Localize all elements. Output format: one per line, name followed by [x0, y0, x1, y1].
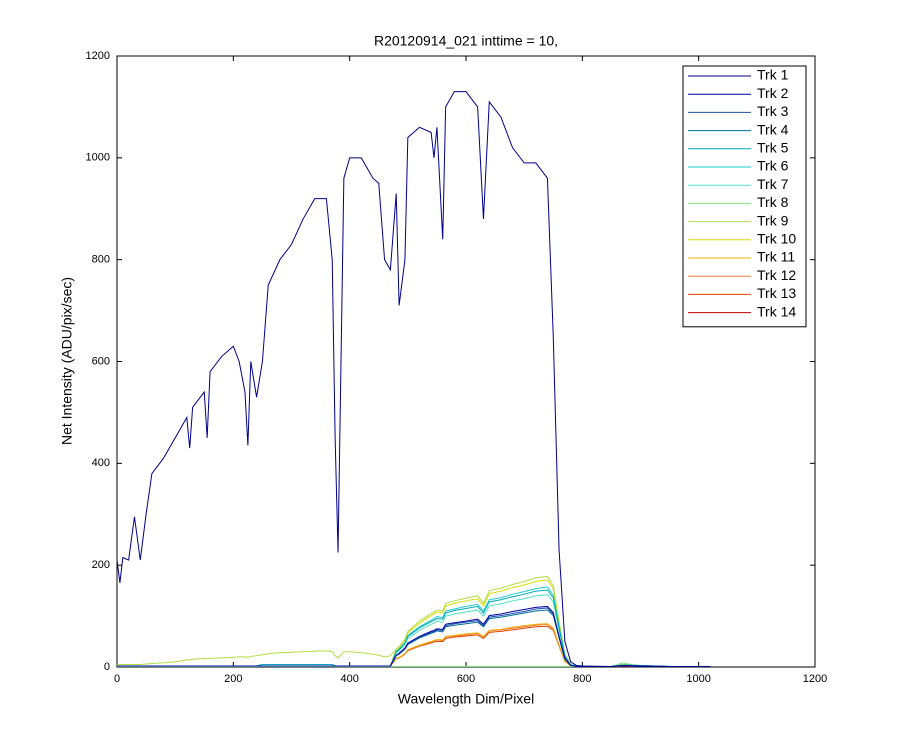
legend-label: Trk 8	[757, 194, 789, 210]
y-tick-label: 800	[92, 254, 110, 266]
legend-label: Trk 3	[757, 103, 789, 119]
series-line	[116, 91, 711, 667]
x-tick-label: 200	[224, 673, 242, 685]
y-tick-label: 200	[92, 559, 110, 571]
legend-label: Trk 10	[757, 231, 796, 247]
y-tick-label: 1200	[86, 50, 110, 62]
legend-label: Trk 13	[757, 285, 796, 301]
x-tick-label: 1200	[803, 673, 827, 685]
x-tick-label: 0	[114, 673, 120, 685]
legend-label: Trk 9	[757, 212, 789, 228]
legend-label: Trk 7	[757, 176, 789, 192]
y-tick-label: 1000	[86, 152, 110, 164]
legend-label: Trk 5	[757, 140, 789, 156]
x-tick-label: 800	[573, 673, 591, 685]
legend-label: Trk 14	[757, 303, 796, 319]
legend-label: Trk 4	[757, 121, 789, 137]
legend-label: Trk 11	[757, 249, 795, 265]
legend-label: Trk 2	[757, 85, 789, 101]
series-line	[117, 662, 711, 667]
y-axis-label: Net Intensity (ADU/pix/sec)	[59, 277, 75, 445]
y-tick-label: 600	[92, 355, 110, 367]
y-tick-label: 0	[104, 661, 110, 673]
x-tick-label: 1000	[686, 673, 710, 685]
y-tick-label: 400	[92, 457, 110, 469]
x-axis-label: Wavelength Dim/Pixel	[398, 691, 534, 707]
legend-label: Trk 6	[757, 158, 789, 174]
legend-label: Trk 1	[757, 67, 789, 83]
legend-label: Trk 12	[757, 267, 796, 283]
legend-box	[682, 65, 807, 328]
series-line	[117, 575, 711, 667]
x-tick-label: 600	[457, 673, 475, 685]
series-line	[117, 605, 711, 667]
chart-title: R20120914_021 inttime = 10,	[374, 33, 558, 49]
x-tick-label: 400	[340, 673, 358, 685]
